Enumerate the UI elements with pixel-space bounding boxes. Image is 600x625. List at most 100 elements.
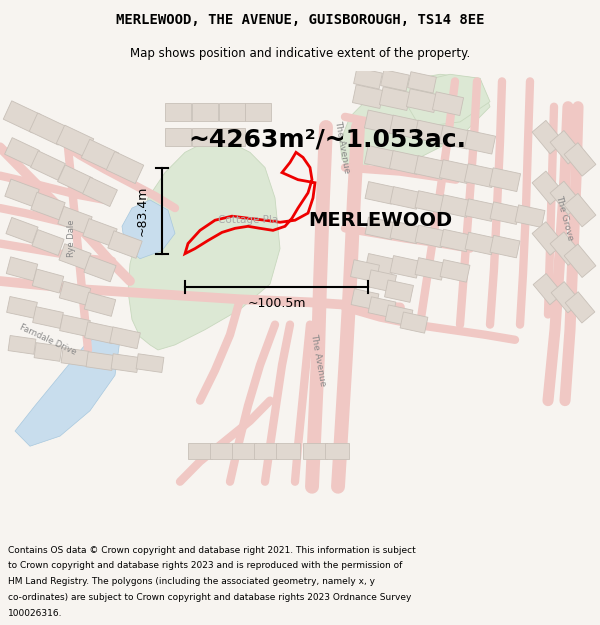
Text: MERLEWOOD: MERLEWOOD — [308, 211, 452, 230]
Bar — [85, 322, 115, 344]
Bar — [415, 191, 445, 213]
Text: Contains OS data © Crown copyright and database right 2021. This information is : Contains OS data © Crown copyright and d… — [8, 546, 416, 555]
Bar — [83, 219, 117, 246]
Bar — [390, 256, 420, 278]
Bar — [58, 206, 92, 234]
Bar — [351, 289, 379, 310]
Polygon shape — [128, 142, 280, 350]
Bar — [380, 70, 409, 91]
Bar — [550, 181, 582, 214]
Bar — [565, 292, 595, 323]
Bar — [564, 244, 596, 278]
Bar — [364, 110, 395, 134]
Bar — [31, 151, 65, 180]
Bar — [81, 139, 119, 171]
Bar — [439, 125, 470, 149]
Bar — [379, 87, 410, 111]
Bar — [368, 270, 397, 292]
Bar — [210, 443, 234, 459]
Bar — [245, 102, 271, 121]
Bar — [406, 89, 437, 112]
Bar — [219, 128, 245, 146]
Bar — [165, 128, 191, 146]
Text: ~83.4m: ~83.4m — [136, 186, 149, 236]
Bar — [303, 443, 327, 459]
Text: Rye Dale: Rye Dale — [67, 220, 77, 258]
Bar — [407, 72, 436, 93]
Bar — [390, 221, 420, 244]
Bar — [465, 232, 495, 255]
Text: Farndale Drive: Farndale Drive — [18, 322, 78, 357]
Bar — [111, 354, 139, 372]
Text: Cottage Pla: Cottage Pla — [218, 215, 278, 225]
Bar — [6, 257, 38, 281]
Bar — [433, 92, 464, 116]
Bar — [108, 231, 142, 258]
Bar — [325, 443, 349, 459]
Bar — [550, 232, 582, 266]
Bar — [59, 315, 91, 336]
Bar — [400, 312, 428, 333]
Bar — [5, 138, 40, 167]
Bar — [532, 121, 564, 154]
Bar — [490, 235, 520, 258]
Bar — [32, 229, 64, 256]
Text: Map shows position and indicative extent of the property.: Map shows position and indicative extent… — [130, 47, 470, 60]
Bar — [165, 102, 191, 121]
Bar — [192, 128, 218, 146]
Bar — [365, 182, 395, 204]
Bar — [390, 187, 420, 209]
Bar — [83, 177, 118, 206]
Bar — [8, 336, 36, 354]
Bar — [58, 165, 92, 194]
Bar — [564, 193, 596, 227]
Bar — [353, 68, 382, 89]
Text: ~4263m²/~1.053ac.: ~4263m²/~1.053ac. — [188, 127, 466, 151]
Bar — [61, 348, 89, 366]
Bar — [192, 102, 218, 121]
Bar — [29, 113, 67, 145]
Bar — [515, 205, 545, 228]
Bar — [84, 292, 116, 316]
Text: HM Land Registry. The polygons (including the associated geometry, namely x, y: HM Land Registry. The polygons (includin… — [8, 577, 375, 586]
Bar — [365, 254, 395, 276]
Text: 100026316.: 100026316. — [8, 609, 62, 618]
Bar — [365, 217, 395, 239]
Bar — [551, 282, 581, 313]
Bar — [368, 297, 396, 318]
Text: The Grove: The Grove — [554, 194, 575, 242]
Polygon shape — [122, 200, 175, 259]
Text: to Crown copyright and database rights 2023 and is reproduced with the permissio: to Crown copyright and database rights 2… — [8, 561, 402, 571]
Polygon shape — [340, 74, 490, 168]
Bar — [564, 142, 596, 176]
Bar — [532, 171, 564, 204]
Text: ~100.5m: ~100.5m — [247, 297, 306, 310]
Text: co-ordinates) are subject to Crown copyright and database rights 2023 Ordnance S: co-ordinates) are subject to Crown copyr… — [8, 593, 411, 602]
Bar — [533, 274, 563, 305]
Bar — [440, 195, 470, 218]
Bar — [232, 443, 256, 459]
Bar — [385, 305, 413, 326]
Bar — [254, 443, 278, 459]
Bar — [86, 352, 114, 371]
Bar — [415, 120, 446, 144]
Polygon shape — [405, 74, 490, 127]
Bar — [106, 151, 144, 184]
Bar — [136, 354, 164, 372]
Bar — [276, 443, 300, 459]
Bar — [352, 85, 383, 109]
Bar — [465, 199, 495, 221]
Bar — [389, 115, 421, 139]
Bar — [440, 229, 470, 252]
Bar — [415, 258, 445, 280]
Bar — [439, 160, 470, 184]
Bar — [350, 260, 379, 282]
Bar — [32, 269, 64, 293]
Bar — [3, 101, 41, 133]
Bar — [550, 131, 582, 164]
Bar — [364, 146, 395, 169]
Bar — [84, 256, 116, 282]
Bar — [532, 222, 564, 255]
Bar — [110, 327, 140, 349]
Bar — [415, 156, 446, 179]
